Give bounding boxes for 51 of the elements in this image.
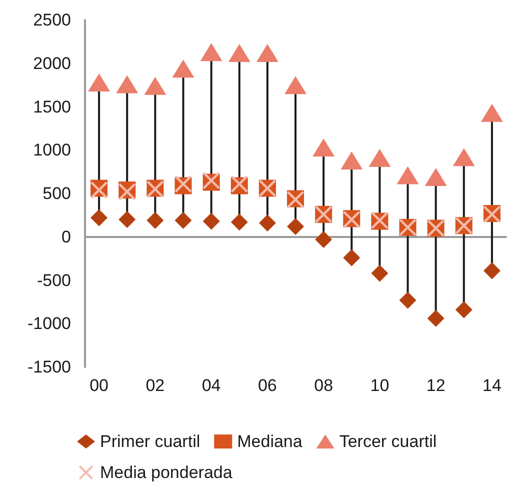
point — [202, 212, 220, 230]
x-tick-label: 02 — [146, 376, 165, 395]
point — [284, 76, 306, 94]
point — [258, 214, 276, 232]
y-tick-label: -1500 — [28, 358, 71, 376]
point — [315, 230, 332, 248]
point — [230, 214, 248, 231]
y-tick-label: -500 — [36, 270, 71, 290]
point — [146, 212, 164, 229]
x-tick-label: 00 — [90, 376, 108, 395]
point — [452, 148, 475, 166]
y-tick-label: 1500 — [33, 97, 71, 116]
x-tick-label: 12 — [426, 376, 446, 395]
point — [88, 73, 110, 92]
legend-label: Mediana — [237, 432, 303, 451]
y-tick-label: -1000 — [28, 314, 71, 334]
y-tick-label: 1000 — [33, 140, 71, 160]
point — [396, 166, 419, 184]
x-tick-label: 06 — [258, 376, 277, 395]
point — [256, 44, 278, 62]
x-tick-label: 10 — [370, 376, 390, 395]
point — [427, 310, 444, 327]
point — [287, 218, 304, 235]
point — [399, 292, 416, 309]
point — [368, 148, 391, 167]
legend-label: Media ponderada — [100, 463, 233, 482]
legend-label: Primer cuartil — [100, 432, 200, 451]
y-tick-label: 500 — [42, 184, 71, 203]
point — [480, 104, 503, 122]
point — [340, 152, 363, 170]
y-tick-label: 0 — [62, 227, 71, 246]
x-tick-label: 04 — [202, 376, 221, 395]
point — [90, 209, 108, 226]
point — [371, 264, 388, 282]
point — [144, 76, 166, 95]
x-tick-label: 14 — [482, 376, 502, 395]
y-tick-label: 2500 — [33, 10, 71, 30]
point — [200, 43, 222, 62]
point — [312, 138, 335, 157]
point — [118, 211, 136, 228]
point — [174, 212, 192, 229]
point — [424, 168, 447, 186]
point — [343, 249, 360, 266]
point — [116, 75, 138, 94]
y-tick-label: 2000 — [33, 54, 71, 73]
point — [172, 60, 194, 78]
legend-label: Tercer cuartil — [339, 432, 437, 451]
point — [483, 262, 500, 280]
point — [455, 301, 472, 318]
x-tick-label: 08 — [314, 376, 334, 395]
point — [228, 44, 250, 62]
